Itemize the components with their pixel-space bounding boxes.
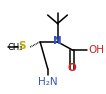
Text: CH₃: CH₃ xyxy=(7,42,23,52)
Text: O: O xyxy=(68,63,76,73)
Text: H₂N: H₂N xyxy=(38,77,57,87)
Text: S: S xyxy=(18,41,26,51)
Text: N: N xyxy=(53,36,62,46)
Text: OH: OH xyxy=(88,45,104,55)
